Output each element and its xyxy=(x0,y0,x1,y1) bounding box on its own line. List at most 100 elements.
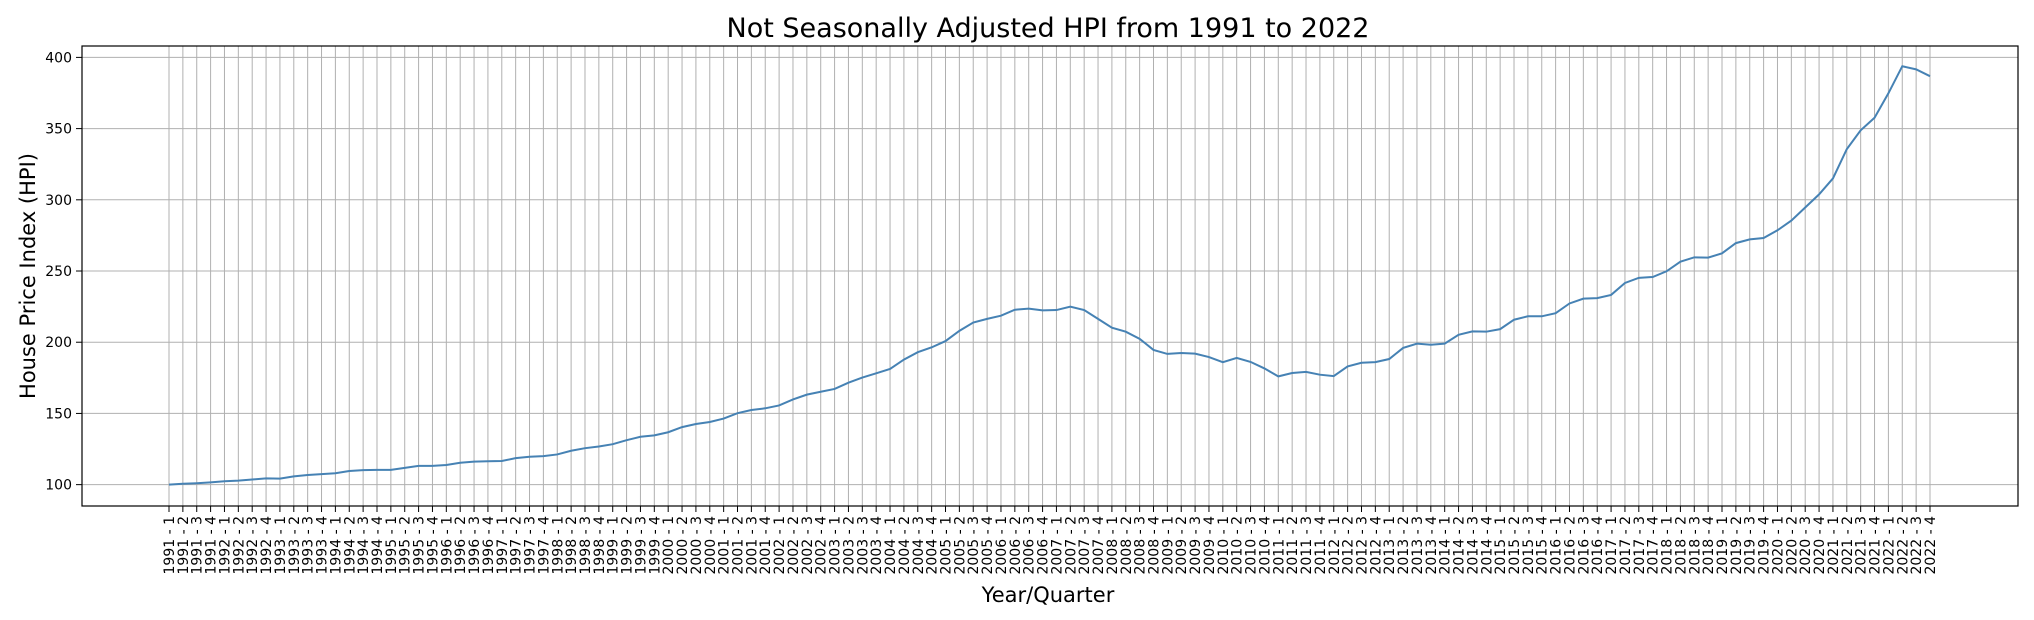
x-tick-label: 2004 - 1 xyxy=(883,516,899,575)
x-tick-label: 2012 - 1 xyxy=(1327,516,1343,575)
x-tick-label: 2010 - 4 xyxy=(1257,516,1273,575)
x-tick-label: 2021 - 1 xyxy=(1826,516,1842,575)
x-tick-label: 2007 - 4 xyxy=(1091,516,1107,575)
x-tick-label: 2002 - 4 xyxy=(814,516,830,575)
y-tick-label: 400 xyxy=(45,50,72,66)
x-tick-label: 2002 - 3 xyxy=(800,516,816,575)
x-tick-label: 2022 - 3 xyxy=(1909,516,1925,575)
y-axis-ticks: 100 150 200 250 300 350 400 xyxy=(45,50,82,494)
x-tick-label: 2019 - 1 xyxy=(1715,516,1731,575)
x-tick-label: 1999 - 4 xyxy=(647,516,663,575)
x-tick-label: 2010 - 1 xyxy=(1216,516,1232,575)
x-tick-label: 2007 - 1 xyxy=(1049,516,1065,575)
x-tick-label: 1994 - 1 xyxy=(328,516,344,575)
y-tick-label: 300 xyxy=(45,193,72,209)
x-tick-label: 2015 - 1 xyxy=(1493,516,1509,575)
x-tick-label: 2000 - 1 xyxy=(661,516,677,575)
y-tick-label: 250 xyxy=(45,264,72,280)
x-tick-label: 1997 - 4 xyxy=(536,516,552,575)
x-tick-label: 1993 - 4 xyxy=(315,516,331,575)
x-tick-label: 2000 - 3 xyxy=(689,516,705,575)
x-tick-label: 2006 - 2 xyxy=(1008,516,1024,575)
x-tick-label: 1993 - 2 xyxy=(287,516,303,575)
x-tick-label: 2018 - 1 xyxy=(1660,516,1676,575)
x-tick-label: 2011 - 2 xyxy=(1285,516,1301,575)
x-tick-label: 2013 - 3 xyxy=(1410,516,1426,575)
x-tick-label: 1991 - 1 xyxy=(162,516,178,575)
x-tick-label: 2019 - 2 xyxy=(1729,516,1745,575)
x-tick-label: 2015 - 2 xyxy=(1507,516,1523,575)
x-tick-label: 2008 - 1 xyxy=(1105,516,1121,575)
x-tick-label: 2003 - 3 xyxy=(855,516,871,575)
x-tick-label: 1998 - 1 xyxy=(550,516,566,575)
x-tick-label: 1998 - 4 xyxy=(592,516,608,575)
chart-title: Not Seasonally Adjusted HPI from 1991 to… xyxy=(727,13,1370,44)
x-tick-label: 1991 - 2 xyxy=(176,516,192,575)
x-tick-label: 1999 - 2 xyxy=(620,516,636,575)
x-tick-label: 1996 - 2 xyxy=(453,516,469,575)
x-tick-label: 1991 - 4 xyxy=(204,516,220,575)
grid-lines xyxy=(82,46,2018,506)
x-tick-label: 2011 - 4 xyxy=(1313,516,1329,575)
x-tick-label: 2011 - 3 xyxy=(1299,516,1315,575)
x-tick-label: 1993 - 1 xyxy=(273,516,289,575)
x-tick-label: 2002 - 2 xyxy=(786,516,802,575)
x-tick-label: 2009 - 4 xyxy=(1202,516,1218,575)
x-tick-label: 2014 - 3 xyxy=(1465,516,1481,575)
x-tick-label: 1998 - 2 xyxy=(564,516,580,575)
x-tick-label: 2019 - 3 xyxy=(1743,516,1759,575)
x-tick-label: 2009 - 3 xyxy=(1188,516,1204,575)
x-tick-label: 2006 - 1 xyxy=(994,516,1010,575)
x-tick-label: 2018 - 4 xyxy=(1701,516,1717,575)
x-tick-label: 2012 - 3 xyxy=(1354,516,1370,575)
x-tick-label: 2003 - 4 xyxy=(869,516,885,575)
x-tick-label: 2021 - 2 xyxy=(1840,516,1856,575)
x-tick-label: 1992 - 4 xyxy=(259,516,275,575)
x-tick-label: 2001 - 3 xyxy=(744,516,760,575)
x-tick-label: 1995 - 3 xyxy=(412,516,428,575)
x-tick-label: 2014 - 2 xyxy=(1452,516,1468,575)
y-tick-label: 200 xyxy=(45,335,72,351)
x-tick-label: 1994 - 3 xyxy=(356,516,372,575)
x-axis-label: Year/Quarter xyxy=(981,583,1115,607)
x-tick-label: 2016 - 2 xyxy=(1562,516,1578,575)
x-tick-label: 1994 - 2 xyxy=(342,516,358,575)
x-tick-label: 2005 - 2 xyxy=(952,516,968,575)
x-tick-label: 2009 - 2 xyxy=(1174,516,1190,575)
x-tick-label: 2003 - 1 xyxy=(828,516,844,575)
x-tick-label: 1996 - 3 xyxy=(467,516,483,575)
x-tick-label: 1992 - 1 xyxy=(217,516,233,575)
x-tick-label: 2007 - 2 xyxy=(1063,516,1079,575)
x-tick-label: 2006 - 3 xyxy=(1022,516,1038,575)
x-tick-label: 2001 - 1 xyxy=(717,516,733,575)
x-tick-label: 2016 - 4 xyxy=(1590,516,1606,575)
x-tick-label: 2017 - 2 xyxy=(1618,516,1634,575)
x-tick-label: 2020 - 1 xyxy=(1770,516,1786,575)
x-tick-label: 2005 - 4 xyxy=(980,516,996,575)
x-tick-label: 1993 - 3 xyxy=(301,516,317,575)
x-tick-label: 1995 - 2 xyxy=(398,516,414,575)
x-tick-label: 1994 - 4 xyxy=(370,516,386,575)
x-tick-label: 2015 - 3 xyxy=(1521,516,1537,575)
x-tick-label: 2022 - 4 xyxy=(1923,516,1939,575)
x-tick-label: 1995 - 1 xyxy=(384,516,400,575)
x-tick-label: 2004 - 2 xyxy=(897,516,913,575)
x-tick-label: 2010 - 3 xyxy=(1244,516,1260,575)
x-tick-label: 2004 - 3 xyxy=(911,516,927,575)
x-tick-label: 2005 - 1 xyxy=(939,516,955,575)
x-tick-label: 2022 - 2 xyxy=(1895,516,1911,575)
x-tick-label: 2014 - 4 xyxy=(1479,516,1495,575)
x-tick-label: 2006 - 4 xyxy=(1036,516,1052,575)
x-tick-label: 1995 - 4 xyxy=(425,516,441,575)
x-tick-label: 1997 - 1 xyxy=(495,516,511,575)
x-tick-label: 1992 - 2 xyxy=(231,516,247,575)
x-tick-label: 2022 - 1 xyxy=(1881,516,1897,575)
x-tick-label: 2020 - 3 xyxy=(1798,516,1814,575)
x-tick-label: 1991 - 3 xyxy=(190,516,206,575)
x-tick-label: 1999 - 1 xyxy=(606,516,622,575)
x-tick-label: 1997 - 2 xyxy=(509,516,525,575)
x-tick-label: 2018 - 3 xyxy=(1687,516,1703,575)
x-tick-label: 2012 - 4 xyxy=(1368,516,1384,575)
x-tick-label: 2020 - 4 xyxy=(1812,516,1828,575)
